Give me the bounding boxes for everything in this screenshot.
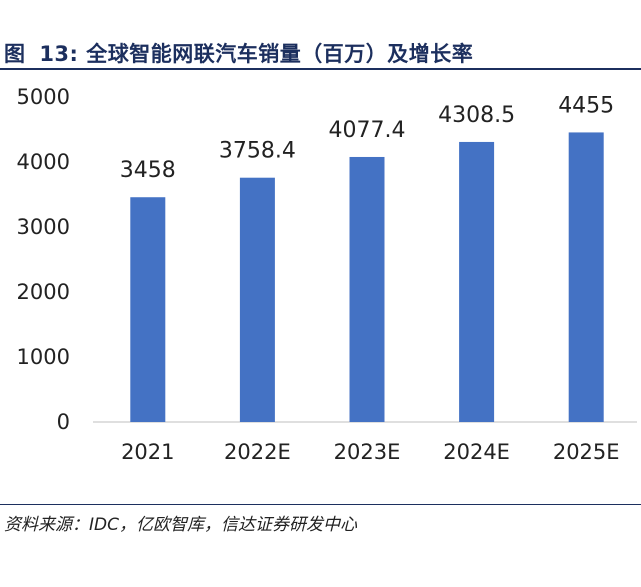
x-tick-label: 2021 [121,440,174,464]
chart-title: 全球智能网联汽车销量（百万）及增长率 [86,42,474,66]
bar [349,156,385,422]
bar [130,197,166,422]
y-tick-label: 2000 [17,280,70,304]
bar [459,141,495,422]
y-tick-label: 4000 [17,150,70,174]
y-tick-label: 5000 [17,85,70,109]
data-label: 4077.4 [329,118,406,143]
x-tick-label: 2022E [224,440,291,464]
y-tick-label: 0 [57,410,70,434]
bar-chart: 0 1000 2000 3000 4000 5000 3458 2021 3758.4 2022E… [17,85,637,464]
data-label: 3458 [120,158,176,183]
y-tick-label: 3000 [17,215,70,239]
x-tick-label: 2025E [553,440,620,464]
data-label: 3758.4 [219,139,296,164]
source-note: 资料来源：IDC，亿欧智库，信达证券研发中心 [4,515,357,535]
figure-title: 图 13: 全球智能网联汽车销量（百万）及增长率 [4,38,473,68]
data-label: 4308.5 [438,103,515,128]
x-tick-label: 2023E [334,440,401,464]
x-tick-label: 2024E [443,440,510,464]
figure-label: 图 [4,42,26,66]
figure-number: 13: [39,42,79,66]
data-label: 4455 [558,93,614,118]
bar [239,177,275,422]
title-divider [0,68,641,70]
bar [568,132,604,423]
y-tick-label: 1000 [17,345,70,369]
source-divider [0,504,641,505]
